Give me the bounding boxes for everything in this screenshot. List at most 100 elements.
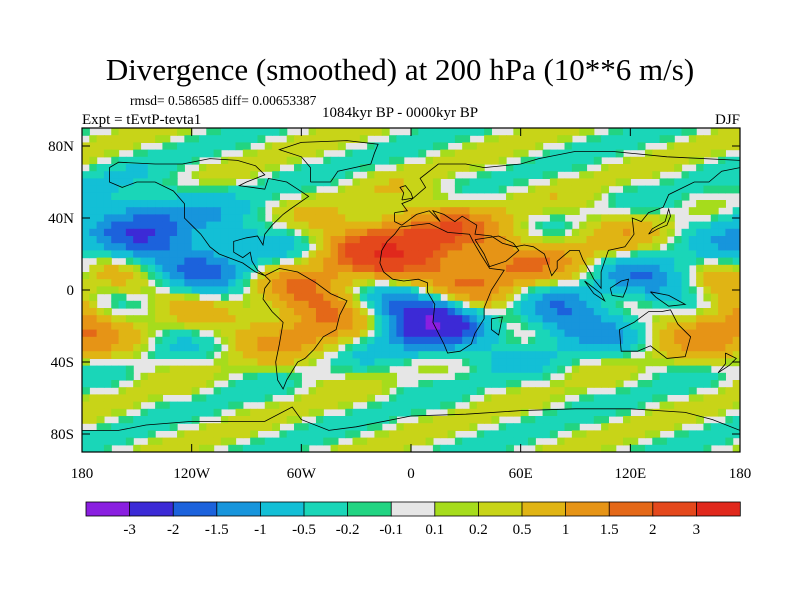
- field-cell: [549, 380, 558, 388]
- field-cell: [191, 214, 200, 223]
- field-cell: [250, 372, 259, 381]
- field-cell: [82, 149, 90, 158]
- field-cell: [608, 128, 617, 136]
- field-cell: [513, 358, 522, 367]
- field-cell: [425, 142, 434, 151]
- field-cell: [301, 336, 310, 345]
- field-cell: [191, 250, 200, 259]
- field-cell: [593, 308, 602, 316]
- field-cell: [732, 336, 740, 345]
- field-cell: [447, 315, 456, 323]
- coastline-borneo: [609, 278, 630, 298]
- field-cell: [564, 372, 573, 381]
- field-cell: [586, 272, 595, 280]
- field-cell: [294, 272, 302, 280]
- field-cell: [264, 192, 273, 201]
- field-cell: [732, 293, 740, 302]
- field-cell: [674, 365, 683, 374]
- field-cell: [250, 437, 259, 446]
- field-cell: [337, 135, 346, 143]
- field-cell: [666, 387, 675, 395]
- field-cell: [367, 423, 376, 431]
- field-cell: [389, 135, 397, 143]
- field-cell: [732, 380, 740, 388]
- field-cell: [140, 423, 149, 431]
- field-cell: [389, 437, 397, 446]
- field-cell: [147, 372, 156, 381]
- field-cell: [315, 214, 324, 223]
- field-cell: [308, 394, 317, 403]
- field-cell: [235, 264, 244, 273]
- field-cell: [623, 286, 631, 295]
- field-cell: [469, 408, 478, 417]
- field-cell: [652, 128, 661, 136]
- field-cell: [272, 401, 280, 410]
- field-cell: [213, 214, 222, 223]
- field-cell: [177, 185, 185, 194]
- field-cell: [411, 128, 419, 136]
- field-cell: [608, 135, 617, 143]
- field-cell: [674, 315, 683, 323]
- field-cell: [476, 387, 485, 395]
- field-cell: [177, 387, 185, 395]
- field-cell: [484, 236, 493, 244]
- field-cell: [242, 185, 251, 194]
- field-cell: [586, 293, 595, 302]
- field-cell: [308, 192, 317, 201]
- field-cell: [337, 214, 346, 223]
- field-cell: [418, 200, 427, 208]
- field-cell: [564, 416, 573, 424]
- field-cell: [710, 423, 719, 431]
- field-cell: [520, 178, 529, 187]
- field-cell: [140, 344, 149, 352]
- field-cell: [418, 236, 427, 244]
- field-cell: [308, 221, 317, 230]
- field-cell: [688, 257, 697, 266]
- field-cell: [462, 286, 471, 295]
- field-cell: [250, 171, 259, 179]
- field-cell: [272, 372, 280, 381]
- field-cell: [345, 171, 354, 179]
- field-cell: [498, 250, 507, 259]
- field-cell: [133, 380, 142, 388]
- field-cell: [469, 315, 478, 323]
- field-cell: [147, 430, 156, 439]
- field-cell: [469, 358, 478, 367]
- field-cell: [345, 164, 354, 172]
- field-cell: [242, 171, 251, 179]
- field-cell: [688, 171, 697, 179]
- field-cell: [330, 344, 339, 352]
- field-cell: [418, 228, 427, 237]
- field-cell: [82, 272, 90, 280]
- field-cell: [250, 308, 259, 316]
- field-cell: [593, 221, 602, 230]
- field-cell: [630, 423, 639, 431]
- field-cell: [513, 250, 522, 259]
- field-cell: [666, 444, 675, 452]
- field-cell: [425, 200, 434, 208]
- field-cell: [118, 250, 127, 259]
- field-cell: [425, 135, 434, 143]
- field-cell: [718, 228, 726, 237]
- field-cell: [725, 135, 734, 143]
- field-cell: [513, 192, 522, 201]
- field-cell: [155, 387, 164, 395]
- field-cell: [118, 221, 127, 230]
- field-cell: [454, 236, 463, 244]
- field-cell: [403, 221, 412, 230]
- field-cell: [89, 192, 98, 201]
- field-cell: [520, 236, 529, 244]
- field-cell: [615, 300, 624, 309]
- field-cell: [323, 308, 332, 316]
- field-cell: [659, 257, 668, 266]
- field-cell: [308, 257, 317, 266]
- field-cell: [564, 315, 573, 323]
- field-cell: [352, 250, 361, 259]
- field-cell: [542, 329, 551, 338]
- field-cell: [652, 351, 661, 359]
- field-cell: [593, 322, 602, 331]
- field-cell: [630, 164, 639, 172]
- field-cell: [279, 279, 288, 287]
- field-cell: [220, 228, 229, 237]
- field-cell: [198, 264, 207, 273]
